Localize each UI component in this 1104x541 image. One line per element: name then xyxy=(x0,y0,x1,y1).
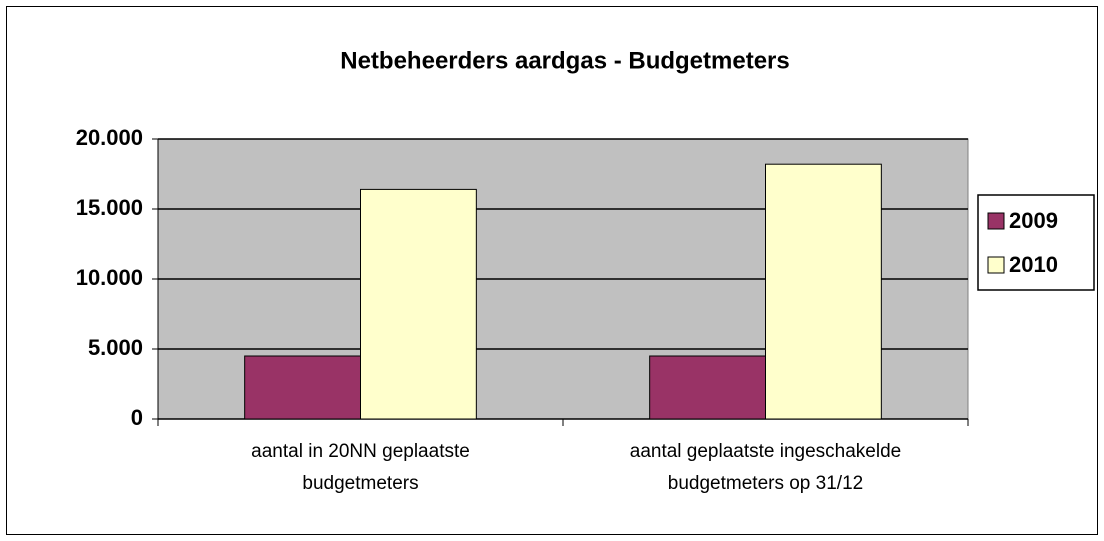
y-tick-label: 15.000 xyxy=(76,195,143,220)
legend-swatch xyxy=(987,256,1005,274)
x-tick-label: aantal in 20NN geplaatste budgetmeters xyxy=(251,441,470,494)
x-tick-label: aantal geplaatste ingeschakelde budgetme… xyxy=(629,441,902,494)
y-tick-label: 10.000 xyxy=(76,265,143,290)
y-tick-label: 0 xyxy=(131,405,143,430)
bar xyxy=(360,188,477,420)
legend-swatch xyxy=(987,212,1005,230)
y-tick-label: 5.000 xyxy=(88,335,143,360)
legend-label: 2010 xyxy=(1009,252,1058,277)
legend-label: 2009 xyxy=(1009,208,1058,233)
chart-title: Netbeheerders aardgas - Budgetmeters xyxy=(340,47,789,74)
bar xyxy=(649,355,766,420)
bar xyxy=(244,355,361,420)
legend-box xyxy=(977,194,1095,291)
bar xyxy=(765,163,882,420)
y-tick-label: 20.000 xyxy=(76,125,143,150)
